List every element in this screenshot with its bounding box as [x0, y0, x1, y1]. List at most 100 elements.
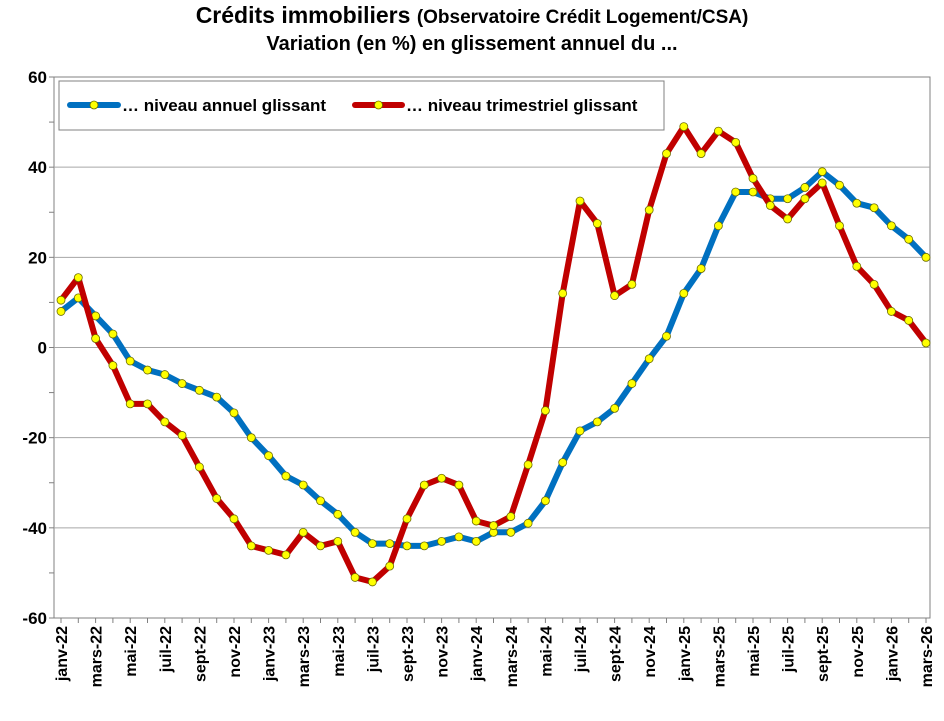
x-tick-label: sept-24 — [608, 626, 625, 682]
data-point — [298, 527, 308, 537]
x-tick-label: mars-26 — [919, 626, 936, 687]
data-point — [246, 433, 256, 443]
y-tick-label: 40 — [28, 158, 47, 177]
x-tick-label: janv-22 — [54, 626, 71, 682]
x-tick-label: mars-24 — [504, 626, 521, 687]
data-point — [558, 458, 568, 467]
data-point — [800, 183, 810, 192]
chart-title: Crédits immobiliers (Observatoire Crédit… — [0, 2, 944, 29]
x-axis: janv-22 mars-22 mai-22 juil-22 sept-22 nov-22… — [54, 618, 936, 687]
data-point — [350, 573, 360, 582]
data-point — [419, 541, 429, 551]
x-tick-label: juil-24 — [573, 626, 590, 673]
x-tick-label: mars-22 — [89, 626, 106, 687]
data-point — [575, 426, 585, 436]
data-point — [610, 291, 619, 301]
data-point — [194, 385, 204, 395]
data-point — [454, 532, 464, 542]
data-point — [333, 509, 343, 519]
data-point — [662, 331, 671, 341]
data-point — [696, 264, 706, 274]
data-point — [143, 365, 152, 375]
data-point — [108, 329, 118, 339]
data-point — [385, 539, 395, 549]
data-point — [835, 180, 844, 190]
x-tick-label: nov-24 — [642, 626, 659, 678]
data-point — [592, 219, 602, 228]
x-tick-label: nov-25 — [850, 626, 867, 678]
x-tick-label: janv-24 — [469, 626, 486, 682]
data-point — [575, 196, 585, 206]
data-point — [904, 234, 914, 244]
data-point — [298, 480, 308, 490]
y-tick-label: -20 — [22, 429, 47, 448]
data-point — [194, 462, 204, 472]
data-point — [471, 536, 481, 546]
legend-item-1: … niveau annuel glissant — [67, 96, 326, 115]
x-tick-label: mars-23 — [296, 626, 313, 687]
data-point — [558, 288, 568, 298]
data-point — [541, 496, 550, 506]
chart-subtitle: Variation (en %) en glissement annuel du… — [266, 33, 678, 55]
x-tick-label: mai-23 — [331, 626, 348, 677]
data-point — [143, 399, 152, 409]
data-point — [177, 431, 187, 440]
y-tick-label: 20 — [28, 248, 47, 267]
data-point — [367, 577, 377, 587]
data-point — [714, 221, 723, 231]
data-point — [160, 417, 170, 427]
legend: … niveau annuel glissant … niveau trimest… — [58, 80, 665, 131]
data-point — [644, 205, 654, 215]
data-point — [662, 149, 671, 159]
data-point — [506, 512, 516, 521]
data-point — [419, 480, 429, 490]
data-point — [56, 307, 66, 316]
data-point — [765, 201, 775, 210]
x-tick-label: nov-22 — [227, 626, 244, 678]
y-tick-label: 60 — [28, 68, 47, 87]
data-point — [264, 451, 274, 461]
data-point — [887, 221, 896, 231]
data-point — [437, 536, 447, 546]
data-point — [108, 361, 118, 370]
x-tick-label: janv-26 — [884, 626, 901, 682]
data-point — [125, 399, 135, 409]
x-tick-label: sept-23 — [400, 626, 417, 682]
data-point — [471, 516, 481, 526]
data-point — [212, 392, 222, 402]
data-point — [316, 541, 325, 551]
data-point — [402, 541, 412, 551]
data-point — [316, 496, 325, 506]
data-point — [177, 379, 187, 388]
data-point — [904, 316, 914, 325]
data-point — [91, 334, 100, 343]
data-point — [679, 122, 689, 131]
legend-label: … niveau annuel glissant — [122, 96, 326, 115]
data-point — [748, 187, 758, 197]
data-point — [748, 174, 758, 183]
data-point — [783, 214, 792, 224]
legend-marker — [89, 100, 99, 110]
x-tick-label: sept-22 — [192, 626, 209, 682]
x-tick-label: mai-22 — [123, 626, 140, 677]
x-tick-label: juil-22 — [158, 626, 175, 673]
data-point — [541, 406, 550, 416]
data-point — [869, 203, 879, 213]
y-axis: -60 -40 -20 0 20 40 60 — [22, 68, 54, 628]
series-1 — [56, 167, 931, 551]
y-tick-label: 0 — [38, 339, 47, 358]
chart-title-source: (Observatoire Crédit Logement/CSA) — [416, 7, 749, 28]
data-point — [852, 198, 862, 208]
data-point — [592, 417, 602, 427]
legend-label: … niveau trimestriel glissant — [406, 96, 638, 115]
data-point — [627, 279, 637, 289]
data-point — [229, 514, 239, 524]
data-point — [229, 408, 239, 418]
data-point — [385, 561, 395, 571]
data-point — [73, 273, 83, 283]
data-point — [523, 460, 533, 470]
chart-title-main: Crédits immobiliers — [195, 2, 411, 28]
data-point — [921, 338, 931, 348]
data-point — [489, 521, 498, 530]
y-tick-label: -60 — [22, 609, 47, 628]
